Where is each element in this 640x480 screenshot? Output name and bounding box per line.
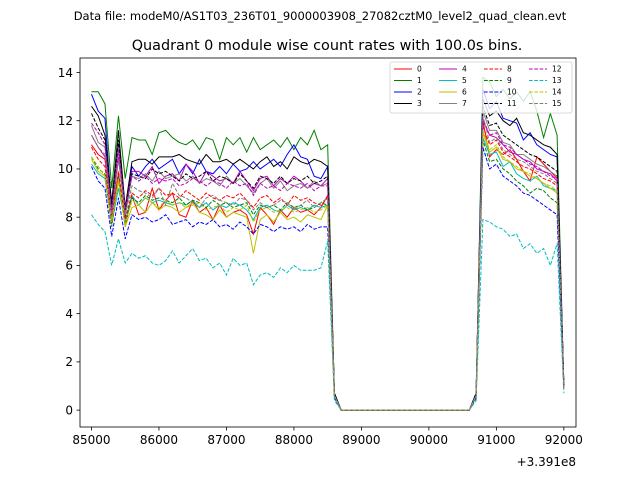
x-tick-label: 92000 <box>545 433 583 447</box>
legend-label-2: 2 <box>417 88 422 97</box>
axis-ticks: 85000 86000 87000 88000 89000 90000 91000 92000… <box>58 66 583 447</box>
legend-label-13: 13 <box>552 76 562 85</box>
y-tick-label: 10 <box>58 162 73 176</box>
chart-title: Quadrant 0 module wise count rates with … <box>132 38 523 54</box>
y-tick-label: 12 <box>58 114 73 128</box>
legend-label-3: 3 <box>417 99 422 108</box>
legend-label-8: 8 <box>507 65 512 74</box>
y-tick-label: 8 <box>65 210 73 224</box>
legend-label-9: 9 <box>507 76 512 85</box>
x-tick-label: 89000 <box>342 433 380 447</box>
legend-label-4: 4 <box>462 65 467 74</box>
figure-suptitle: Data file: modeM0/AS1T03_236T01_90000039… <box>74 9 567 23</box>
series-line-12 <box>91 118 565 411</box>
legend-label-5: 5 <box>462 76 467 85</box>
legend-label-6: 6 <box>462 88 467 97</box>
y-tick-label: 4 <box>65 307 73 321</box>
legend-label-10: 10 <box>507 88 517 97</box>
legend-label-12: 12 <box>552 65 562 74</box>
legend-label-7: 7 <box>462 99 467 108</box>
y-tick-label: 2 <box>65 355 73 369</box>
x-tick-label: 86000 <box>140 433 178 447</box>
x-tick-label: 91000 <box>477 433 515 447</box>
legend-box <box>389 61 573 114</box>
series-line-14 <box>91 130 565 411</box>
x-offset-label: +3.391e8 <box>517 455 576 469</box>
series-line-15 <box>91 115 565 411</box>
legend-label-0: 0 <box>417 65 422 74</box>
x-tick-label: 85000 <box>72 433 110 447</box>
y-tick-label: 6 <box>65 259 73 273</box>
x-tick-label: 90000 <box>410 433 448 447</box>
legend-label-15: 15 <box>552 99 562 108</box>
legend-label-14: 14 <box>552 88 562 97</box>
x-tick-label: 88000 <box>275 433 313 447</box>
legend-label-11: 11 <box>507 99 517 108</box>
y-tick-label: 0 <box>65 403 73 417</box>
legend-label-1: 1 <box>417 76 422 85</box>
y-tick-label: 14 <box>58 66 73 80</box>
series-line-13 <box>91 214 565 411</box>
axes-frame <box>79 57 577 428</box>
series-line-10 <box>91 147 565 411</box>
x-tick-label: 87000 <box>207 433 245 447</box>
